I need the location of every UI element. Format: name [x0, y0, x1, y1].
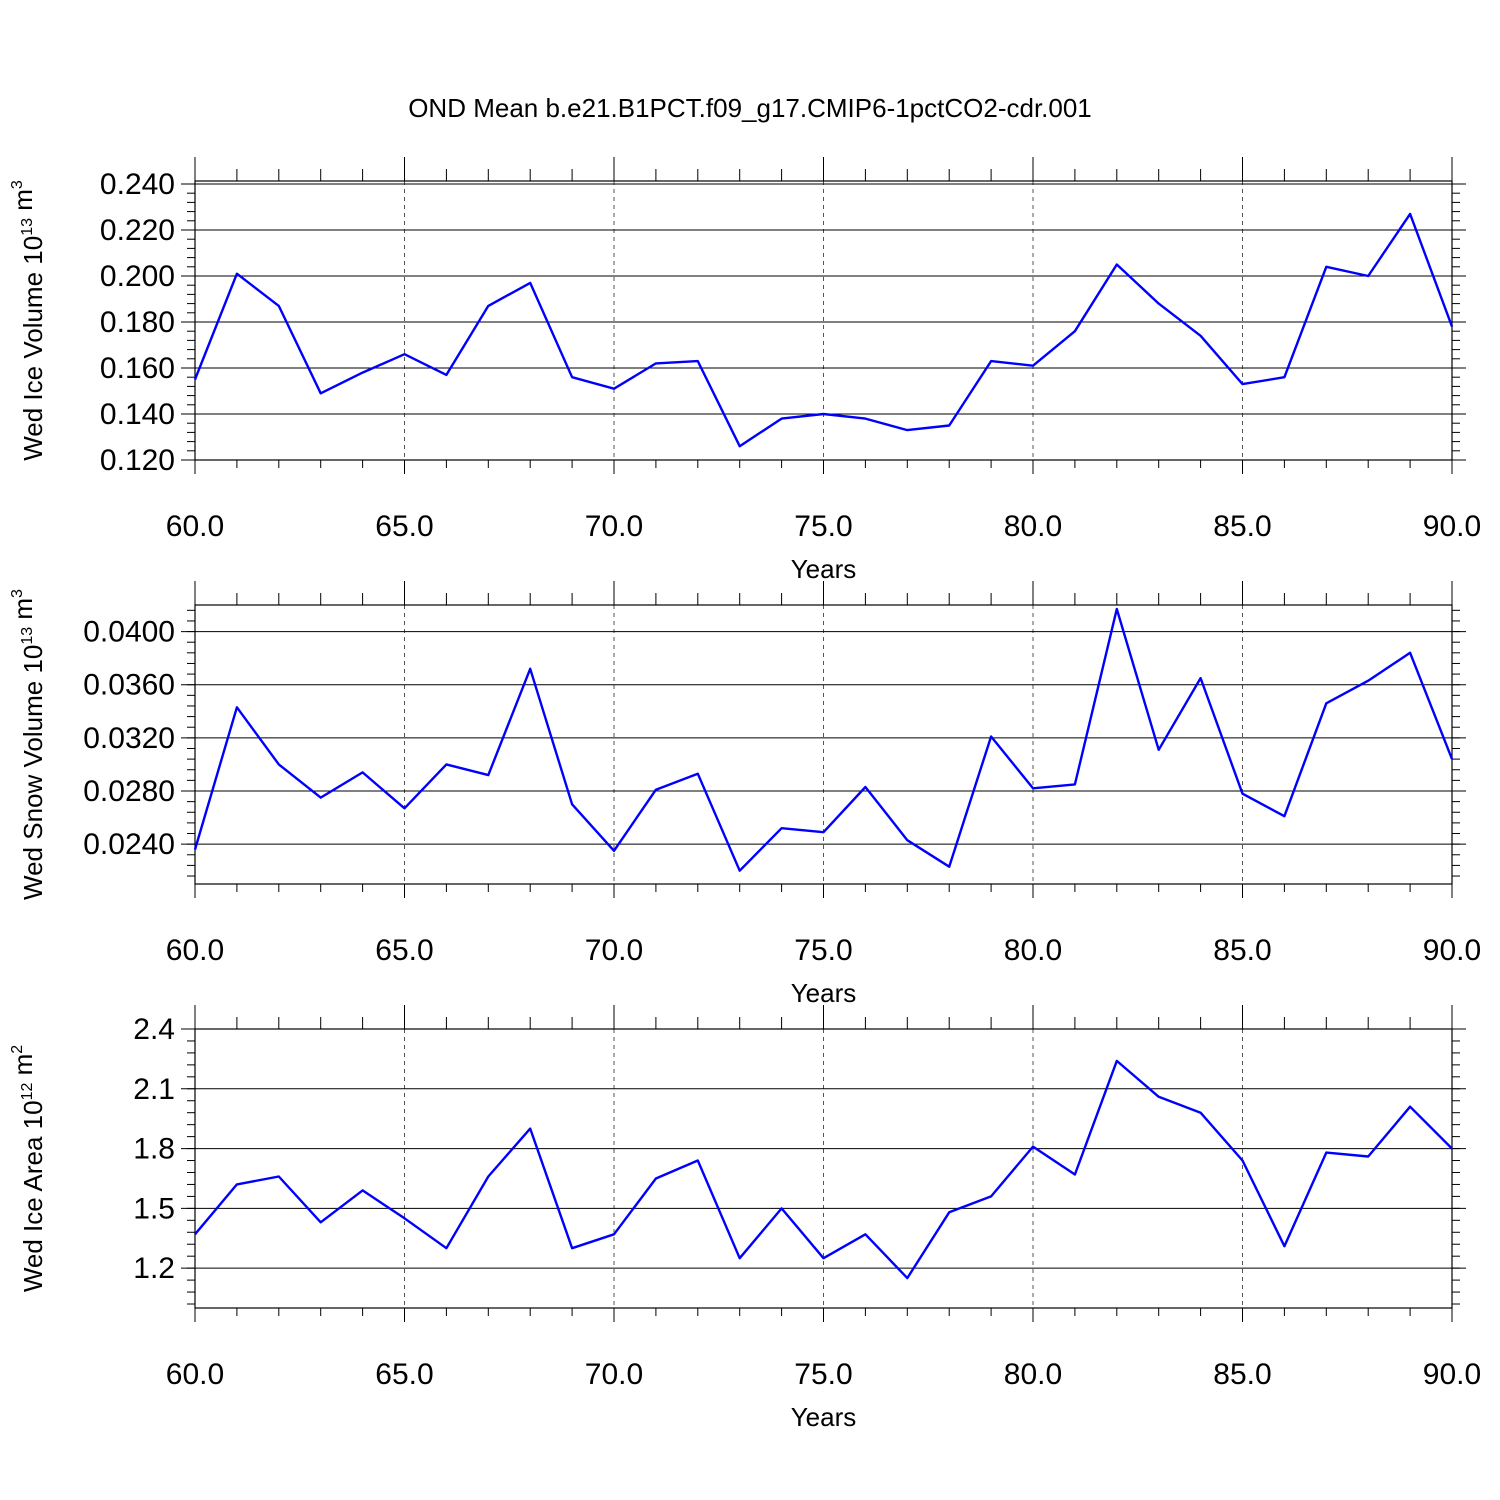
y-tick-label: 1.8: [133, 1133, 175, 1166]
x-tick-label: 85.0: [1213, 510, 1271, 543]
panel-3: 1.2 1.5 1.8 2.1 2.4 60.0 65.0 70.0 75.0 80.0 85.0 9…: [8, 1005, 1481, 1432]
y-axis-label: Wed Ice Volume 1013 m3: [8, 180, 48, 461]
x-axis-label: Years: [791, 554, 857, 584]
x-tick-label: 65.0: [375, 510, 433, 543]
y-tick-label: 0.0360: [83, 669, 175, 702]
y-axis-label-text: m: [8, 1054, 38, 1083]
x-tick-label: 90.0: [1423, 1358, 1481, 1391]
series-line: [194, 1059, 1453, 1280]
y-tick-label: 2.1: [133, 1073, 175, 1106]
x-tick-label: 75.0: [794, 510, 852, 543]
y-axis-label-text: Wed Ice Volume 10: [18, 236, 48, 461]
panels: 0.120 0.140 0.160 0.180 0.200 0.220 0.240 60.0 6…: [8, 157, 1481, 1432]
y-axis-label-text: m: [8, 598, 38, 627]
y-tick-label: 0.180: [100, 306, 175, 339]
y-tick-label: 0.120: [100, 444, 175, 477]
y-axis-label-text: Wed Ice Area 10: [18, 1100, 48, 1292]
y-axis-label-text: Wed Snow Volume 10: [18, 645, 48, 900]
plot-frame: [194, 1028, 1453, 1309]
x-tick-label: 80.0: [1004, 510, 1062, 543]
y-tick-label: 0.0400: [83, 616, 175, 649]
y-axis-label-superscript: 3: [9, 180, 26, 189]
y-tick-label: 1.5: [133, 1192, 175, 1225]
x-tick-label: 90.0: [1423, 934, 1481, 967]
x-tick-label: 85.0: [1213, 934, 1271, 967]
y-tick-label: 1.2: [133, 1252, 175, 1285]
x-tick-label: 70.0: [585, 1358, 643, 1391]
y-tick-label: 0.220: [100, 214, 175, 247]
y-tick-label: 0.240: [100, 168, 175, 201]
y-tick-label: 0.140: [100, 398, 175, 431]
y-tick-label: 0.200: [100, 260, 175, 293]
panel-1: 0.120 0.140 0.160 0.180 0.200 0.220 0.240 60.0 6…: [8, 157, 1481, 584]
y-axis-label-superscript: 13: [19, 627, 36, 645]
x-tick-label: 80.0: [1004, 934, 1062, 967]
x-tick-label: 70.0: [585, 510, 643, 543]
y-tick-label: 0.160: [100, 352, 175, 385]
y-tick-label: 0.0320: [83, 722, 175, 755]
series-line: [193, 607, 1454, 872]
panel-2: 0.0240 0.0280 0.0320 0.0360 0.0400 60.0 65.0 70…: [8, 581, 1481, 1008]
y-axis-label-superscript: 2: [9, 1045, 26, 1054]
y-tick-label: 0.0240: [83, 828, 175, 861]
x-tick-label: 60.0: [166, 934, 224, 967]
y-axis-label-superscript: 13: [19, 218, 36, 236]
x-tick-label: 80.0: [1004, 1358, 1062, 1391]
chart-title: OND Mean b.e21.B1PCT.f09_g17.CMIP6-1pctC…: [408, 93, 1092, 123]
y-axis-label: Wed Ice Area 1012 m2: [8, 1045, 48, 1292]
y-tick-label: 2.4: [133, 1013, 175, 1046]
y-axis-label-superscript: 12: [19, 1083, 36, 1101]
x-axis-label: Years: [791, 1402, 857, 1432]
x-tick-label: 60.0: [166, 1358, 224, 1391]
y-axis-label: Wed Snow Volume 1013 m3: [8, 589, 48, 900]
x-tick-label: 75.0: [794, 934, 852, 967]
x-tick-label: 70.0: [585, 934, 643, 967]
y-axis-label-text: m: [8, 189, 38, 218]
x-tick-label: 85.0: [1213, 1358, 1271, 1391]
y-tick-label: 0.0280: [83, 775, 175, 808]
x-tick-label: 60.0: [166, 510, 224, 543]
x-tick-label: 90.0: [1423, 510, 1481, 543]
x-tick-label: 65.0: [375, 1358, 433, 1391]
series-line: [193, 212, 1454, 448]
plot-frame: [194, 604, 1453, 885]
x-tick-label: 75.0: [794, 1358, 852, 1391]
plot-frame: [194, 180, 1453, 461]
x-axis-label: Years: [791, 978, 857, 1008]
x-tick-label: 65.0: [375, 934, 433, 967]
y-axis-label-superscript: 3: [9, 589, 26, 598]
